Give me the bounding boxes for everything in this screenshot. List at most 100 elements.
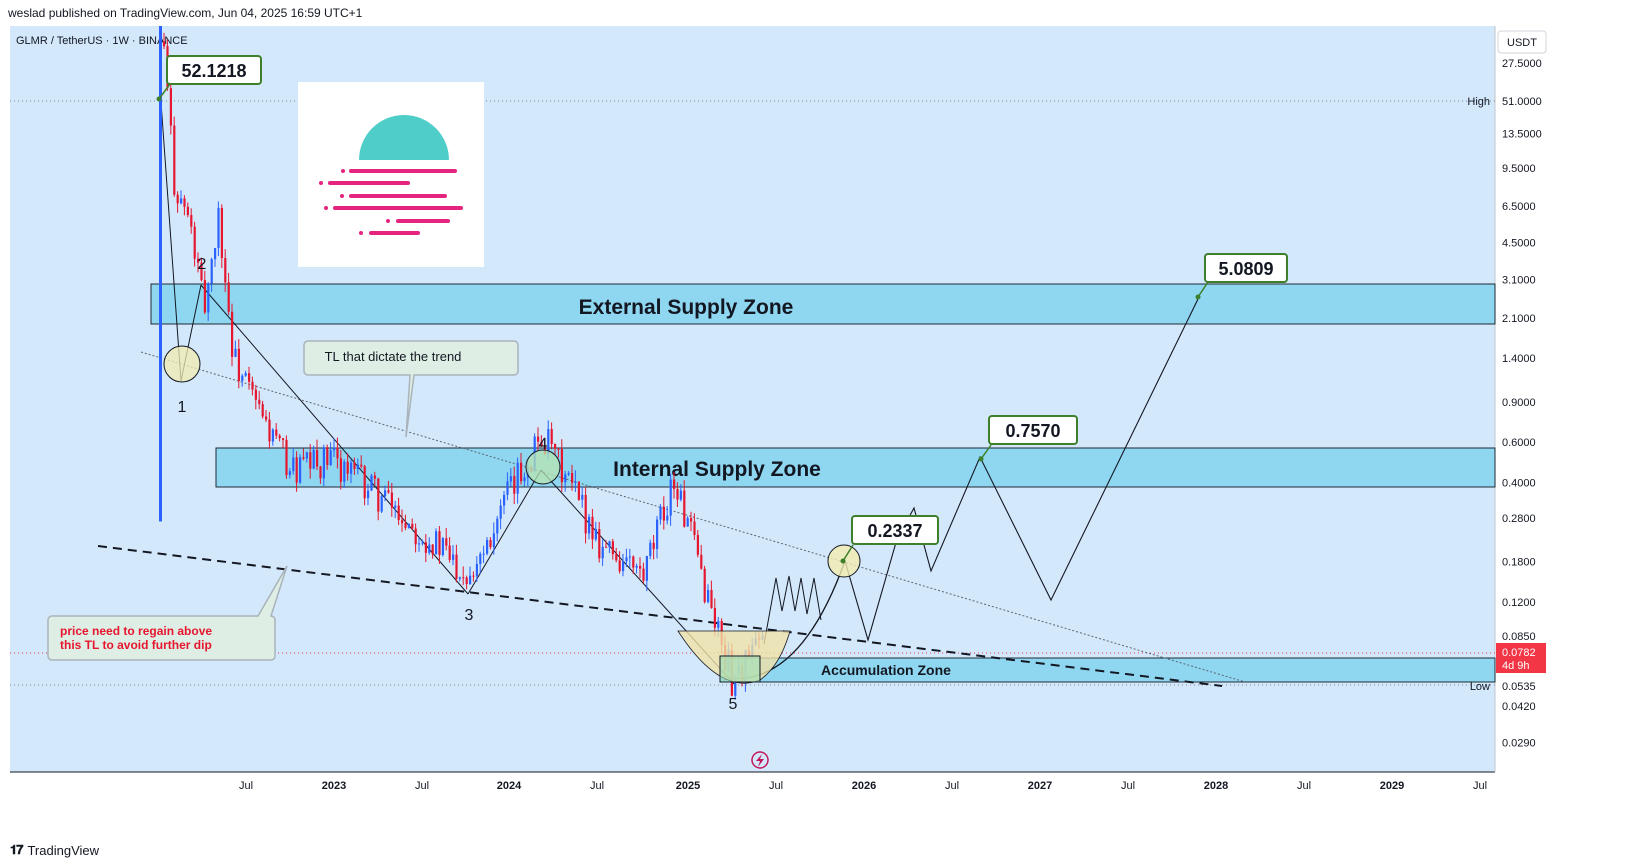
candle-bull <box>717 620 720 628</box>
current-price-box <box>1496 643 1546 673</box>
candle-bear <box>268 419 271 442</box>
candle-bull <box>666 515 669 521</box>
candle-bull <box>214 248 217 260</box>
candle-bear <box>618 560 621 572</box>
candle-bull <box>241 375 244 381</box>
price-tick-label: 0.0290 <box>1502 738 1536 750</box>
price-tick-label: 0.4000 <box>1502 477 1536 489</box>
candle-bear <box>193 226 196 259</box>
price-tick-label: 0.9000 <box>1502 397 1536 409</box>
dotted-downtrend-line <box>140 351 1246 683</box>
candle-bull <box>343 461 346 482</box>
lightning-icon-ring[interactable] <box>751 751 769 769</box>
candle-bull <box>421 542 424 544</box>
candle-bull <box>458 577 461 579</box>
candle-bear <box>632 556 635 568</box>
candle-bear <box>713 607 716 628</box>
lightning-icon-bolt[interactable] <box>756 754 764 767</box>
candle-bull <box>180 198 183 204</box>
time-tick-label: Jul <box>590 780 604 792</box>
price-tick-label: 13.5000 <box>1502 128 1542 140</box>
candle-bear <box>346 461 349 474</box>
time-axis-background <box>10 772 1555 803</box>
candle-bear <box>282 438 285 440</box>
candle-bear <box>339 458 342 482</box>
candle-bull <box>496 518 499 534</box>
callout-pointer-52 <box>158 83 171 100</box>
candle-bull <box>312 450 315 469</box>
candle-bear <box>445 538 448 546</box>
candle-bull <box>305 452 308 459</box>
logo-stripe <box>349 169 457 173</box>
candle-bear <box>319 466 322 479</box>
callout-box-023 <box>851 515 939 545</box>
candle-bull <box>356 464 359 470</box>
candle-bear <box>404 523 407 528</box>
time-tick-label: Jul <box>239 780 253 792</box>
lightning-icon[interactable] <box>751 751 769 769</box>
candle-bear <box>642 568 645 581</box>
logo-stripe <box>328 181 410 185</box>
accumulation-highlight <box>719 655 761 683</box>
candle-bear <box>598 529 601 559</box>
candle-bull <box>244 373 247 376</box>
candle-bull <box>649 542 652 557</box>
candle-bull <box>418 543 421 545</box>
candle-bull <box>288 471 291 476</box>
high-value-box <box>1497 93 1545 108</box>
candle-bear <box>251 381 254 390</box>
chart-svg[interactable]: GLMR / TetherUS · 1W · BINANCE External … <box>10 1 1555 803</box>
currency-label[interactable]: USDT <box>1507 37 1537 49</box>
logo-stripe <box>333 206 463 210</box>
candle-bear <box>302 457 305 459</box>
candle-bear <box>197 258 200 263</box>
candle-bear <box>360 464 363 467</box>
time-axis[interactable]: Jul 2023 Jul 2024 Jul 2025 Jul 2026 Jul 2027 Jul 20… <box>239 780 1487 792</box>
candle-bear <box>220 207 223 259</box>
time-tick-label: Jul <box>769 780 783 792</box>
candle-bear <box>690 518 693 522</box>
candle-bear <box>316 450 319 467</box>
chart-area[interactable]: GLMR / TetherUS · 1W · BINANCE External … <box>10 1 1555 803</box>
currency-box[interactable] <box>1497 30 1547 54</box>
candle-bull <box>564 474 567 483</box>
wave-label-5: 5 <box>729 696 738 713</box>
price-tick-label: 0.6000 <box>1502 437 1536 449</box>
candle-bull <box>734 675 737 696</box>
callout-box-5 <box>1204 253 1288 283</box>
warning-note-text: price need to regain above this TL to av… <box>60 624 215 652</box>
candle-bear <box>377 478 380 512</box>
candle-bull <box>628 556 631 558</box>
callout-pointer-075 <box>980 444 992 460</box>
candle-bear <box>336 447 339 459</box>
candle-bear <box>248 373 251 382</box>
time-tick-label: Jul <box>945 780 959 792</box>
candle-bear <box>696 535 699 555</box>
candle-bear <box>560 448 563 483</box>
candle-bull <box>601 546 604 559</box>
candle-bull <box>625 557 628 562</box>
candle-bear <box>472 575 475 577</box>
logo-dot <box>386 219 390 223</box>
candle-bull <box>567 473 570 475</box>
candle-bull <box>479 553 482 565</box>
warning-note: price need to regain above this TL to av… <box>47 565 288 661</box>
candle-bull <box>292 457 295 472</box>
callout-text-023: 0.2337 <box>867 521 922 541</box>
wave-4-circle <box>525 449 561 485</box>
wave-3-4-line <box>467 469 542 595</box>
trendline-note-bubble <box>303 340 519 438</box>
candle-bear <box>237 348 240 381</box>
candle-bull <box>608 541 611 547</box>
candle-bull <box>594 529 597 540</box>
candle-bear <box>462 577 465 579</box>
candle-bear <box>285 439 288 476</box>
candle-bear <box>584 494 587 534</box>
candle-bear <box>540 441 543 446</box>
time-tick-label: Jul <box>1473 780 1487 792</box>
candle-bull <box>492 533 495 548</box>
candle-bear <box>424 542 427 553</box>
candle-bull <box>380 496 383 512</box>
candle-bull <box>581 494 584 500</box>
candle-bear <box>397 505 400 521</box>
